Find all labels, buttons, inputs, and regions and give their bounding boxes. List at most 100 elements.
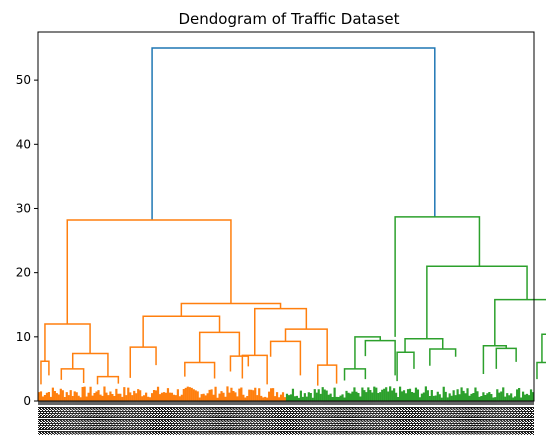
leaf-merge-link bbox=[254, 387, 257, 401]
leaf-merge-link bbox=[154, 390, 158, 401]
leaf-merge-link bbox=[297, 397, 300, 401]
leaf-merge-link bbox=[468, 395, 471, 401]
leaf-merge-link bbox=[395, 392, 398, 401]
leaf-merge-link bbox=[476, 391, 479, 401]
leaf-merge-link bbox=[359, 396, 362, 401]
leaf-merge-link bbox=[349, 393, 352, 401]
leaf-merge-link bbox=[277, 397, 281, 401]
leaf-merge-link bbox=[438, 394, 441, 401]
leaf-merge-link bbox=[226, 386, 229, 401]
leaf-merge-link bbox=[502, 387, 505, 401]
dendrogram-link-cluster-1 bbox=[229, 355, 250, 372]
leaf-merge-link bbox=[180, 394, 183, 401]
leaf-merge-link bbox=[49, 396, 52, 401]
leaf-merge-link bbox=[198, 397, 201, 401]
leaf-merge-link bbox=[456, 389, 459, 401]
y-tick-label: 40 bbox=[16, 137, 31, 151]
leaf-merge-link bbox=[139, 390, 142, 401]
leaf-merge-link bbox=[77, 395, 80, 401]
leaf-merge-link bbox=[190, 387, 193, 401]
leaf-merge-link bbox=[436, 391, 439, 401]
leaf-merge-link bbox=[260, 395, 263, 401]
leaf-merge-link bbox=[299, 390, 302, 401]
leaf-merge-link bbox=[87, 392, 90, 401]
leaf-merge-link bbox=[196, 391, 199, 401]
y-tick-label: 30 bbox=[16, 201, 31, 215]
leaf-merge-link bbox=[93, 392, 96, 401]
leaf-merge-link bbox=[470, 393, 473, 401]
leaf-merge-link bbox=[39, 391, 43, 401]
leaf-merge-link bbox=[75, 392, 78, 401]
leaf-merge-link bbox=[402, 390, 406, 401]
leaf-merge-link bbox=[121, 396, 124, 401]
leaf-merge-link bbox=[337, 397, 340, 401]
leaf-merge-link bbox=[452, 390, 455, 401]
leaf-merge-link bbox=[218, 393, 221, 401]
dendrogram-link-cluster-1 bbox=[198, 331, 241, 363]
leaf-merge-link bbox=[321, 387, 324, 401]
dendrogram-link-cluster-1 bbox=[180, 302, 282, 317]
leaf-merge-link bbox=[123, 387, 126, 401]
y-tick-label: 20 bbox=[16, 266, 31, 280]
leaf-merge-link bbox=[317, 389, 320, 401]
leaf-tick-labels bbox=[38, 401, 534, 435]
leaf-merge-link bbox=[256, 395, 259, 401]
leaf-merge-link bbox=[115, 388, 118, 401]
leaf-merge-link bbox=[168, 392, 172, 401]
leaf-merge-link bbox=[232, 391, 235, 401]
leaf-merge-link bbox=[293, 396, 297, 401]
leaf-merge-link bbox=[184, 387, 187, 401]
leaf-merge-link bbox=[258, 388, 261, 401]
leaf-merge-link bbox=[164, 392, 168, 401]
leaf-merge-link bbox=[490, 394, 493, 401]
y-tick-label: 10 bbox=[16, 330, 31, 344]
leaf-merge-link bbox=[158, 394, 162, 401]
leaf-merge-link bbox=[466, 388, 469, 401]
leaf-merge-link bbox=[186, 386, 189, 401]
leaf-merge-link bbox=[309, 393, 312, 401]
leaf-merge-link bbox=[418, 397, 422, 401]
leaf-merge-link bbox=[172, 394, 175, 401]
leaf-merge-link bbox=[236, 396, 239, 401]
leaf-merge-link bbox=[283, 397, 287, 401]
leaf-merge-link bbox=[287, 395, 291, 401]
leaf-merge-link bbox=[500, 391, 503, 401]
y-axis: 0 10 20 30 40 50 bbox=[16, 73, 38, 408]
leaf-merge-link bbox=[361, 387, 364, 401]
leaf-merge-link bbox=[224, 396, 227, 401]
leaf-merge-link bbox=[319, 393, 322, 401]
leaf-merge-link bbox=[234, 392, 237, 401]
leaf-merge-link bbox=[379, 392, 382, 401]
leaf-merge-link bbox=[220, 391, 223, 401]
leaf-merge-link bbox=[113, 396, 116, 401]
leaf-merge-link bbox=[170, 392, 174, 401]
leaf-merge-link bbox=[389, 386, 392, 401]
leaf-merge-link bbox=[494, 397, 497, 401]
leaf-merge-link bbox=[270, 388, 273, 401]
dendrogram-link-cluster-2 bbox=[495, 347, 517, 369]
leaf-merge-link bbox=[43, 395, 47, 401]
leaf-merge-link bbox=[51, 387, 54, 401]
leaf-merge-link bbox=[83, 386, 86, 401]
leaf-merge-link bbox=[315, 392, 318, 401]
leaf-merge-link bbox=[397, 396, 400, 401]
leaf-merge-link bbox=[63, 396, 66, 401]
leaf-merge-link bbox=[216, 397, 219, 401]
leaf-merge-link bbox=[228, 392, 231, 401]
dendrogram-link-cluster-2 bbox=[394, 216, 481, 337]
leaf-merge-link bbox=[339, 395, 342, 401]
leaf-merge-link bbox=[73, 391, 76, 401]
leaf-merge-link bbox=[512, 397, 515, 401]
leaf-merge-link bbox=[506, 393, 509, 401]
leaf-merge-link bbox=[385, 387, 388, 401]
leaf-merge-link bbox=[107, 395, 110, 401]
leaf-merge-link bbox=[482, 392, 485, 401]
leaf-merge-link bbox=[59, 388, 62, 401]
leaf-merge-link bbox=[393, 388, 396, 401]
leaf-merge-link bbox=[521, 391, 525, 401]
dendrogram-link-cluster-1 bbox=[241, 354, 268, 385]
leaf-merge-link bbox=[424, 386, 427, 401]
leaf-merge-link bbox=[446, 397, 449, 401]
leaf-merge-link bbox=[323, 389, 326, 401]
leaf-merge-link bbox=[527, 395, 531, 401]
